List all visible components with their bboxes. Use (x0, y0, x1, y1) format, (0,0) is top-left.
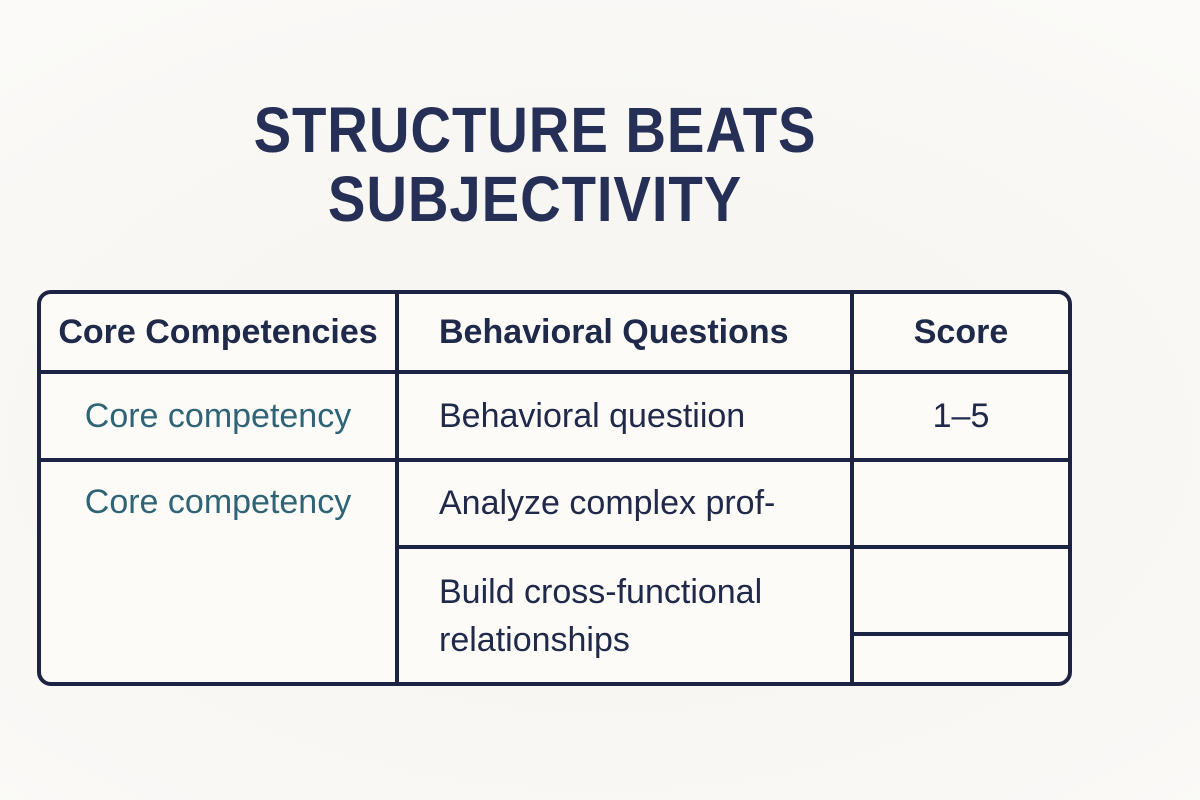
competency-table: Core Competencies Behavioral Questions S… (37, 290, 1072, 686)
table-cell-question-3: Build cross-functional relationships (395, 545, 850, 682)
page-title-line1: STRUCTURE BEATS (253, 94, 817, 166)
table-cell-score-3-split (850, 545, 1068, 682)
page-title-line2: SUBJECTIVITY (327, 163, 743, 235)
table-cell-score-3-top-empty (854, 549, 1068, 636)
table-cell-competency-1: Core competency (41, 370, 395, 458)
table-cell-score-2-empty (850, 458, 1068, 545)
header-score: Score (850, 294, 1068, 370)
table-cell-competency-2-merged: Core competency (41, 458, 395, 682)
table-cell-score-3-bottom-empty (854, 636, 1068, 682)
page-title: STRUCTURE BEATS SUBJECTIVITY (64, 96, 1006, 234)
header-behavioral-questions: Behavioral Questions (395, 294, 850, 370)
table-cell-score-1: 1–5 (850, 370, 1068, 458)
header-core-competencies: Core Competencies (58, 312, 378, 351)
table-cell-question-2: Analyze complex prof- (395, 458, 850, 545)
table-cell-question-1: Behavioral questiion (395, 370, 850, 458)
